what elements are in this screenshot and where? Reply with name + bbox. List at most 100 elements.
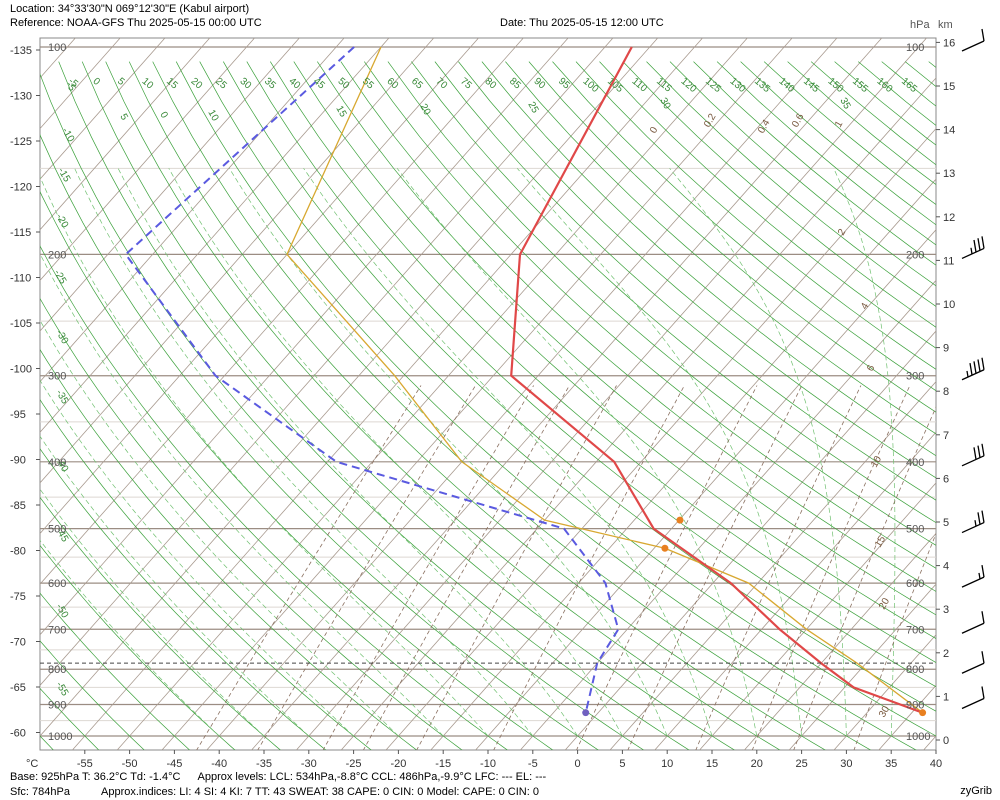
- x-axis-label: 25: [795, 758, 807, 770]
- moist-adiabat-line: [935, 730, 936, 736]
- isotherm-line: [40, 38, 300, 332]
- dry-adiabat-line: [505, 61, 936, 435]
- moist-adiabat-line: [40, 435, 310, 737]
- wind-barb-flag: [981, 357, 985, 370]
- isobar-label-right: 1000: [906, 731, 930, 743]
- wind-barb-staff: [961, 662, 985, 674]
- km-axis-label: 15: [943, 81, 955, 93]
- wind-barb-flag: [969, 363, 973, 376]
- isobar-label-right: 100: [906, 42, 924, 54]
- left-axis-label: -105: [10, 318, 32, 330]
- wind-barb: [961, 510, 985, 534]
- x-axis-label: -45: [166, 758, 182, 770]
- x-axis-label: -10: [480, 758, 496, 770]
- dry-adiabat-line: [270, 61, 936, 663]
- isotherm-line: [654, 431, 936, 750]
- moist-adiabat-line: [74, 168, 534, 737]
- x-axis-label: 0: [575, 758, 581, 770]
- isotherm-line: [206, 38, 838, 750]
- isobar-label-left: 200: [48, 249, 66, 261]
- moist-adiabat-label: 0: [157, 110, 170, 121]
- moist-adiabat-label: 5: [117, 112, 130, 123]
- left-axis-label: -130: [10, 91, 32, 103]
- moist-adiabat-line: [40, 253, 444, 737]
- moist-adiabat-line: [303, 168, 713, 737]
- km-axis-label: 7: [943, 430, 949, 442]
- wind-barb-flag: [981, 686, 985, 699]
- left-axis-label: -115: [10, 227, 31, 239]
- dry-adiabat-line: [40, 245, 508, 750]
- wind-barb: [961, 651, 985, 674]
- temperature-profile: [510, 46, 923, 714]
- mixing-ratio-line: [576, 385, 758, 750]
- wind-barb-half-flag: [966, 370, 969, 378]
- mixing-ratio-line: [751, 385, 911, 750]
- x-axis-unit: °C: [26, 758, 38, 770]
- wind-barb: [961, 443, 985, 467]
- isotherm-line: [72, 38, 703, 750]
- km-axis-label: 3: [943, 604, 949, 616]
- mixing-ratio-line: [416, 385, 617, 750]
- wind-barb-staff: [961, 369, 985, 381]
- dry-adiabat-line: [40, 592, 191, 750]
- dry-adiabat-line: [481, 61, 936, 457]
- wind-barb-flag: [973, 361, 977, 374]
- isotherm-line: [520, 279, 936, 750]
- dry-adiabat-line: [599, 61, 936, 349]
- isotherm-line: [40, 38, 524, 585]
- isotherm-line: [40, 38, 569, 636]
- isotherm-line: [40, 38, 255, 282]
- isotherm-line: [744, 532, 936, 750]
- wind-barb-staff: [961, 521, 985, 534]
- isotherm-line: [40, 38, 479, 535]
- isotherm-line: [788, 583, 936, 750]
- dry-adiabat-line: [928, 61, 936, 68]
- mixing-ratio-line: [695, 385, 862, 750]
- mixing-ratio-label: 20: [877, 596, 892, 612]
- isotherm-line: [475, 229, 936, 750]
- dry-adiabat-line: [340, 61, 936, 592]
- km-axis-label: 6: [943, 473, 949, 485]
- wind-barb-flag: [981, 651, 985, 664]
- dry-adiabat-line: [434, 61, 936, 501]
- wind-barb-flag: [981, 510, 985, 523]
- left-axis-label: -85: [10, 500, 26, 512]
- wind-barb-flag: [981, 236, 985, 249]
- isotherm-line: [40, 38, 659, 737]
- km-axis-label: 14: [943, 125, 955, 137]
- dry-adiabat-line: [40, 133, 599, 750]
- dry-adiabat-line: [458, 61, 936, 479]
- km-axis-label: 16: [943, 37, 955, 49]
- wind-barb-flag: [977, 445, 981, 458]
- isobar-label-left: 1000: [48, 731, 72, 743]
- moist-adiabat-label: 30: [657, 96, 672, 112]
- wind-barb-staff: [961, 697, 985, 710]
- x-axis-label: 15: [706, 758, 718, 770]
- surface-pressure: Sfc: 784hPa: [10, 786, 70, 798]
- isobar-label-right: 600: [906, 578, 924, 590]
- moist-adiabat-line: [396, 168, 758, 737]
- km-axis-label: 11: [943, 255, 954, 267]
- isotherm-line: [40, 38, 614, 686]
- wind-barb-flag: [973, 447, 977, 460]
- wind-barb-flag: [977, 238, 981, 251]
- x-axis-label: -55: [77, 758, 93, 770]
- km-axis-label: 8: [943, 386, 949, 398]
- x-axis-label: 40: [930, 758, 942, 770]
- wind-barb-staff: [961, 247, 985, 260]
- wind-barb-flag: [981, 443, 985, 456]
- moist-adiabat-label: 25: [525, 100, 540, 116]
- pressure-unit: hPa: [910, 19, 930, 31]
- dry-adiabat-line: [58, 61, 690, 750]
- x-axis-label: 5: [619, 758, 625, 770]
- left-axis-label: -75: [10, 591, 26, 603]
- wind-barb: [961, 611, 985, 634]
- x-axis-label: -40: [211, 758, 227, 770]
- isobar-label-left: 900: [48, 699, 66, 711]
- isotherm-line: [40, 38, 435, 484]
- dry-adiabat-line: [952, 62, 1000, 751]
- mixing-ratio-label: 4: [859, 301, 872, 312]
- location-label: Location: 34°33'30"N 069°12'30"E (Kabul …: [10, 3, 250, 15]
- mixing-ratio-label: 15: [873, 534, 888, 550]
- mixing-ratio-line: [627, 385, 803, 750]
